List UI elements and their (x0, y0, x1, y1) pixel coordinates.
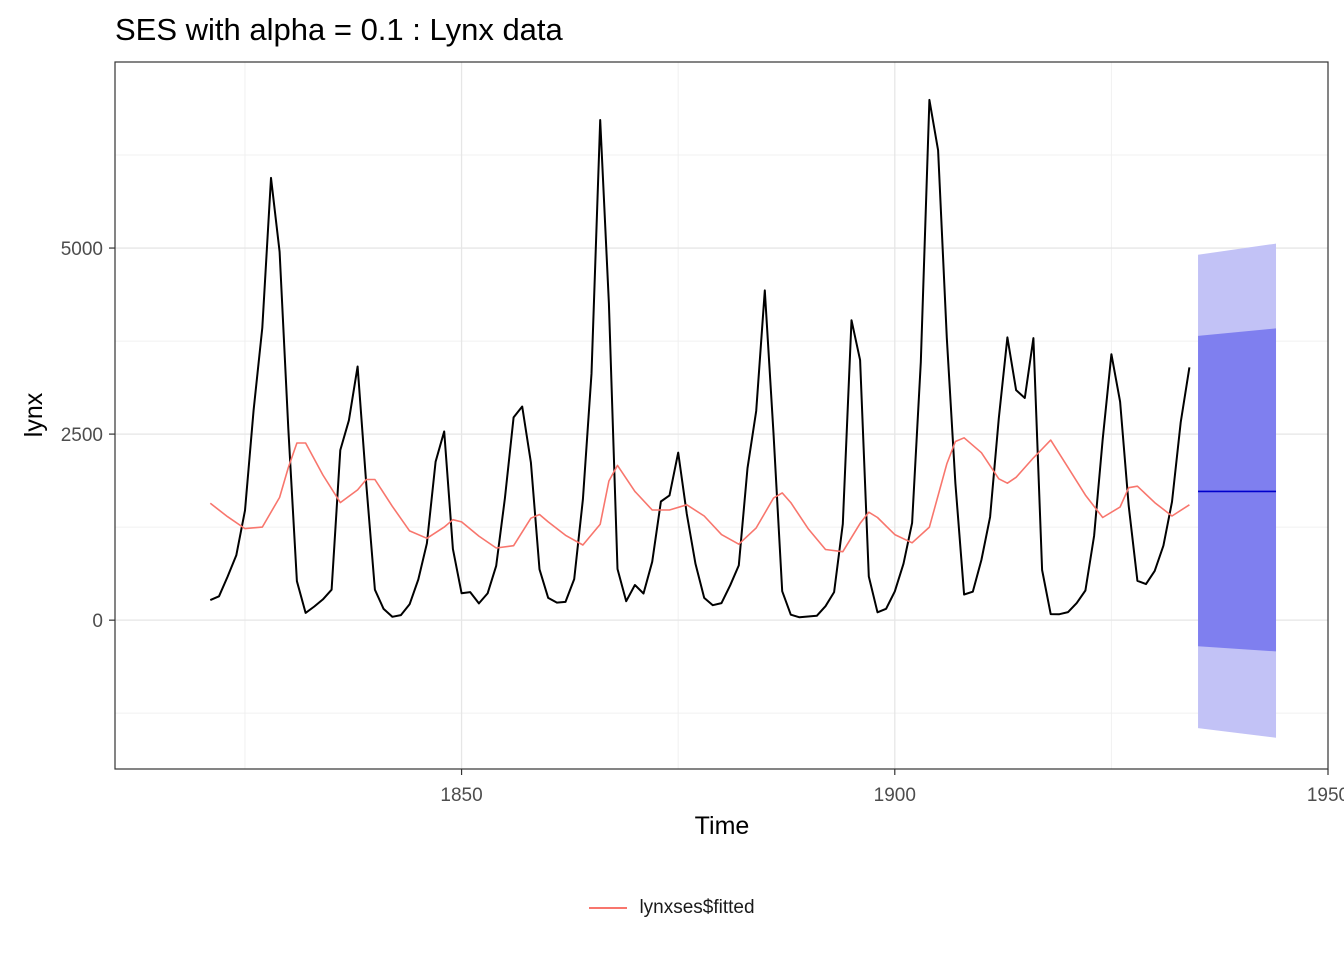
legend-label-fitted: lynxses$fitted (639, 897, 755, 918)
legend-key-fitted (589, 907, 628, 909)
y-tick-label: 2500 (61, 425, 103, 446)
grid (115, 62, 1328, 769)
legend: lynxses$fitted (0, 896, 1344, 919)
panel-border (114, 61, 1329, 770)
series-lines (209, 98, 1277, 619)
x-tick-label: 1900 (874, 785, 916, 806)
y-axis-title: lynx (20, 392, 48, 437)
panel-background (115, 62, 1328, 769)
chart-title: SES with alpha = 0.1 : Lynx data (115, 12, 563, 47)
x-tick-label: 1950 (1307, 785, 1344, 806)
axes: 1850 1900 1950 0 2500 5000 (61, 239, 1344, 806)
y-tick-label: 0 (92, 611, 103, 632)
x-axis-title: Time (695, 812, 750, 840)
fitted-series-line (209, 436, 1190, 553)
observed-series-line (209, 98, 1191, 619)
x-tick-label: 1850 (440, 785, 482, 806)
y-tick-label: 5000 (61, 239, 103, 260)
forecast-band-80 (1198, 328, 1277, 652)
